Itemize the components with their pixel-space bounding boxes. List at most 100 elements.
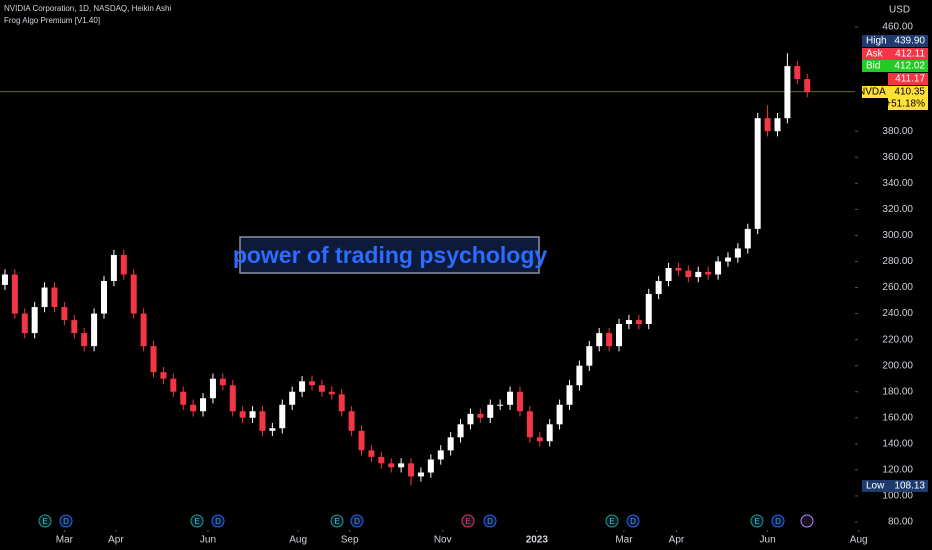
candle-body (41, 287, 48, 308)
candle-body (408, 463, 415, 477)
candle-body (596, 333, 603, 347)
candle-body (734, 248, 741, 258)
candle-body (328, 391, 335, 395)
event-icon (59, 514, 73, 528)
candle-body (1, 274, 8, 285)
badge-name-bg (862, 48, 888, 60)
x-tick-label: Apr (669, 535, 685, 546)
candle-body (645, 294, 652, 324)
event-icon (350, 514, 364, 528)
candle-body (209, 378, 216, 399)
candle-body (81, 333, 88, 347)
candle-body (804, 79, 811, 93)
candle-body (120, 254, 127, 275)
y-tick-label: 220.00 (882, 334, 913, 345)
candle-body (556, 404, 563, 425)
y-tick-label: 120.00 (882, 465, 913, 476)
event-label: D (63, 517, 69, 526)
candle-body (318, 385, 325, 392)
y-tick-label: 140.00 (882, 438, 913, 449)
event-label: D (630, 517, 636, 526)
badge-bg (888, 480, 928, 492)
candle-body (507, 391, 514, 405)
candle-body (239, 411, 246, 418)
event-label: E (465, 517, 470, 526)
badge-price: 412.02 (894, 61, 925, 72)
y-tick-label: 280.00 (882, 256, 913, 267)
candle-body (794, 66, 801, 80)
x-tick-label: Mar (615, 535, 633, 546)
badge-name-bg (862, 35, 888, 47)
badge-change: +51.18% (885, 99, 925, 110)
badge-name-bg (862, 86, 888, 98)
event-icon (330, 514, 344, 528)
event-icon (750, 514, 764, 528)
candle-body (150, 346, 157, 373)
candle-body (170, 378, 177, 392)
candle-body (616, 324, 623, 347)
y-tick-label: 260.00 (882, 282, 913, 293)
badge-name: Bid (866, 61, 880, 72)
badge-bg (888, 73, 928, 85)
event-icon (771, 514, 785, 528)
candle-body (754, 118, 761, 229)
candle-body (606, 333, 613, 347)
candle-body (71, 320, 78, 334)
event-label: E (609, 517, 614, 526)
candle-body (51, 287, 58, 308)
badge-change-bg (888, 98, 928, 110)
candle-body (289, 391, 296, 405)
candle-body (665, 267, 672, 282)
event-label: D (775, 517, 781, 526)
candle-body (11, 274, 18, 314)
event-icon (461, 514, 475, 528)
y-tick-label: 80.00 (888, 517, 913, 528)
y-tick-label: 180.00 (882, 386, 913, 397)
badge-price: 412.11 (895, 49, 925, 60)
candle-body (566, 385, 573, 405)
chart-title: NVIDIA Corporation, 1D, NASDAQ, Heikin A… (4, 4, 171, 13)
x-tick-label: Nov (434, 535, 452, 546)
badge-price: 439.90 (894, 36, 925, 47)
x-tick-label: Jun (760, 535, 776, 546)
candle-body (625, 320, 632, 324)
candle-body (744, 228, 751, 249)
x-tick-label: Apr (108, 535, 124, 546)
candle-body (487, 404, 494, 418)
candle-body (685, 270, 692, 278)
candle-body (259, 411, 266, 431)
candle-body (427, 459, 434, 473)
candle-body (219, 378, 226, 386)
candle-body (516, 391, 523, 412)
candle-body (190, 404, 197, 412)
candle-body (378, 456, 385, 464)
candle-body (140, 313, 147, 347)
candle-body (91, 313, 98, 347)
badge-name-bg (862, 60, 888, 72)
y-tick-label: 360.00 (882, 152, 913, 163)
candle-body (635, 320, 642, 324)
candle-body (308, 381, 315, 386)
badge-price: 411.17 (895, 74, 925, 85)
x-tick-label: Aug (850, 535, 868, 546)
candle-body (269, 428, 276, 431)
badge-name: Ask (866, 49, 884, 60)
x-tick-label: Aug (289, 535, 307, 546)
event-icon (483, 514, 497, 528)
candle-body (200, 398, 207, 412)
badge-bg (888, 35, 928, 47)
candle-body (437, 450, 444, 460)
y-tick-label: 300.00 (882, 230, 913, 241)
candle-body (130, 274, 137, 314)
candle-body (536, 437, 543, 442)
candle-body (21, 313, 28, 334)
candle-body (100, 281, 107, 314)
candle-body (110, 254, 117, 282)
candle-body (497, 404, 504, 406)
badge-price: 410.35 (894, 87, 925, 98)
x-tick-label: Jun (200, 535, 216, 546)
candle-body (764, 118, 771, 132)
event-icon (626, 514, 640, 528)
event-label: E (334, 517, 339, 526)
